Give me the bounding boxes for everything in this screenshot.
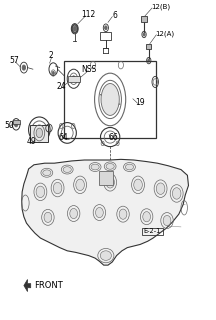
Text: 2: 2 xyxy=(49,51,54,60)
Circle shape xyxy=(36,128,43,138)
Ellipse shape xyxy=(95,207,103,218)
Text: 24: 24 xyxy=(57,82,67,91)
Circle shape xyxy=(143,33,145,36)
Text: 112: 112 xyxy=(81,10,95,19)
Text: 50: 50 xyxy=(5,121,14,131)
Text: 64: 64 xyxy=(58,132,68,141)
Ellipse shape xyxy=(100,251,111,260)
Text: 66: 66 xyxy=(108,133,118,142)
Bar xyxy=(68,76,80,82)
Bar xyxy=(100,32,111,40)
Circle shape xyxy=(22,65,25,70)
Circle shape xyxy=(148,59,150,62)
Polygon shape xyxy=(24,279,31,292)
Polygon shape xyxy=(22,159,189,265)
Bar xyxy=(141,16,147,22)
Text: 57: 57 xyxy=(9,56,19,65)
Ellipse shape xyxy=(156,183,165,195)
Ellipse shape xyxy=(106,164,114,169)
Ellipse shape xyxy=(172,188,181,199)
Ellipse shape xyxy=(134,179,142,191)
Bar xyxy=(142,228,163,235)
Bar xyxy=(30,125,48,142)
Ellipse shape xyxy=(76,179,84,191)
Circle shape xyxy=(14,122,18,127)
Bar xyxy=(13,121,20,124)
Ellipse shape xyxy=(125,164,133,170)
Text: 49: 49 xyxy=(27,137,37,146)
Ellipse shape xyxy=(36,186,45,197)
Bar xyxy=(146,44,151,50)
Bar xyxy=(64,61,156,138)
Bar xyxy=(99,171,113,186)
Circle shape xyxy=(73,26,76,31)
Ellipse shape xyxy=(91,164,99,170)
Circle shape xyxy=(105,26,107,30)
Ellipse shape xyxy=(106,177,114,188)
Ellipse shape xyxy=(44,212,52,222)
Text: E-2-1: E-2-1 xyxy=(143,228,160,234)
Text: 12(B): 12(B) xyxy=(151,3,170,10)
Ellipse shape xyxy=(43,170,51,176)
Ellipse shape xyxy=(101,84,119,116)
Ellipse shape xyxy=(119,209,127,219)
Text: FRONT: FRONT xyxy=(34,281,63,290)
Text: 12(A): 12(A) xyxy=(155,30,174,37)
Ellipse shape xyxy=(163,215,171,226)
Text: 19: 19 xyxy=(135,98,145,107)
Ellipse shape xyxy=(63,167,71,172)
Ellipse shape xyxy=(70,208,78,219)
Ellipse shape xyxy=(53,182,62,194)
Circle shape xyxy=(72,76,76,82)
Text: 6: 6 xyxy=(112,11,117,20)
Text: NSS: NSS xyxy=(81,65,96,74)
Circle shape xyxy=(52,71,54,75)
Ellipse shape xyxy=(143,212,151,222)
